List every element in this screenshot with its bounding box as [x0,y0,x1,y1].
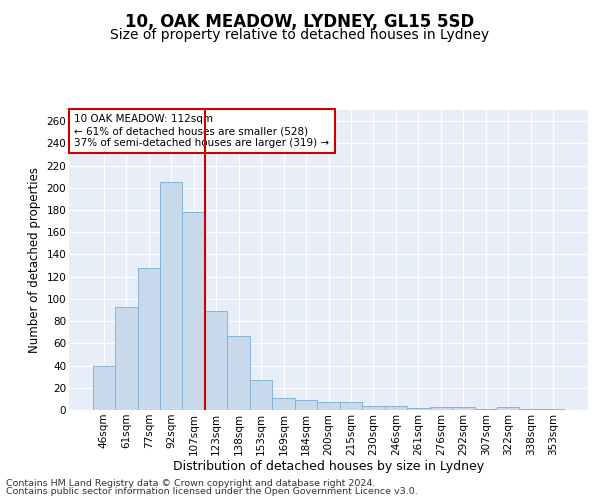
Bar [452,406,475,410]
Bar [205,311,227,410]
Bar [362,406,385,410]
Bar [542,409,565,410]
Bar [317,402,340,410]
Bar [250,380,272,410]
Text: Size of property relative to detached houses in Lydney: Size of property relative to detached ho… [110,28,490,42]
Bar [272,398,295,410]
Bar [497,406,520,410]
Text: 10 OAK MEADOW: 112sqm
← 61% of detached houses are smaller (528)
37% of semi-det: 10 OAK MEADOW: 112sqm ← 61% of detached … [74,114,329,148]
X-axis label: Distribution of detached houses by size in Lydney: Distribution of detached houses by size … [173,460,484,473]
Bar [340,402,362,410]
Bar [92,366,115,410]
Text: 10, OAK MEADOW, LYDNEY, GL15 5SD: 10, OAK MEADOW, LYDNEY, GL15 5SD [125,12,475,30]
Bar [520,409,542,410]
Bar [182,212,205,410]
Bar [137,268,160,410]
Bar [295,400,317,410]
Bar [475,409,497,410]
Bar [227,336,250,410]
Bar [407,408,430,410]
Text: Contains HM Land Registry data © Crown copyright and database right 2024.: Contains HM Land Registry data © Crown c… [6,478,376,488]
Text: Contains public sector information licensed under the Open Government Licence v3: Contains public sector information licen… [6,487,418,496]
Bar [160,182,182,410]
Bar [385,406,407,410]
Bar [430,406,452,410]
Y-axis label: Number of detached properties: Number of detached properties [28,167,41,353]
Bar [115,306,137,410]
